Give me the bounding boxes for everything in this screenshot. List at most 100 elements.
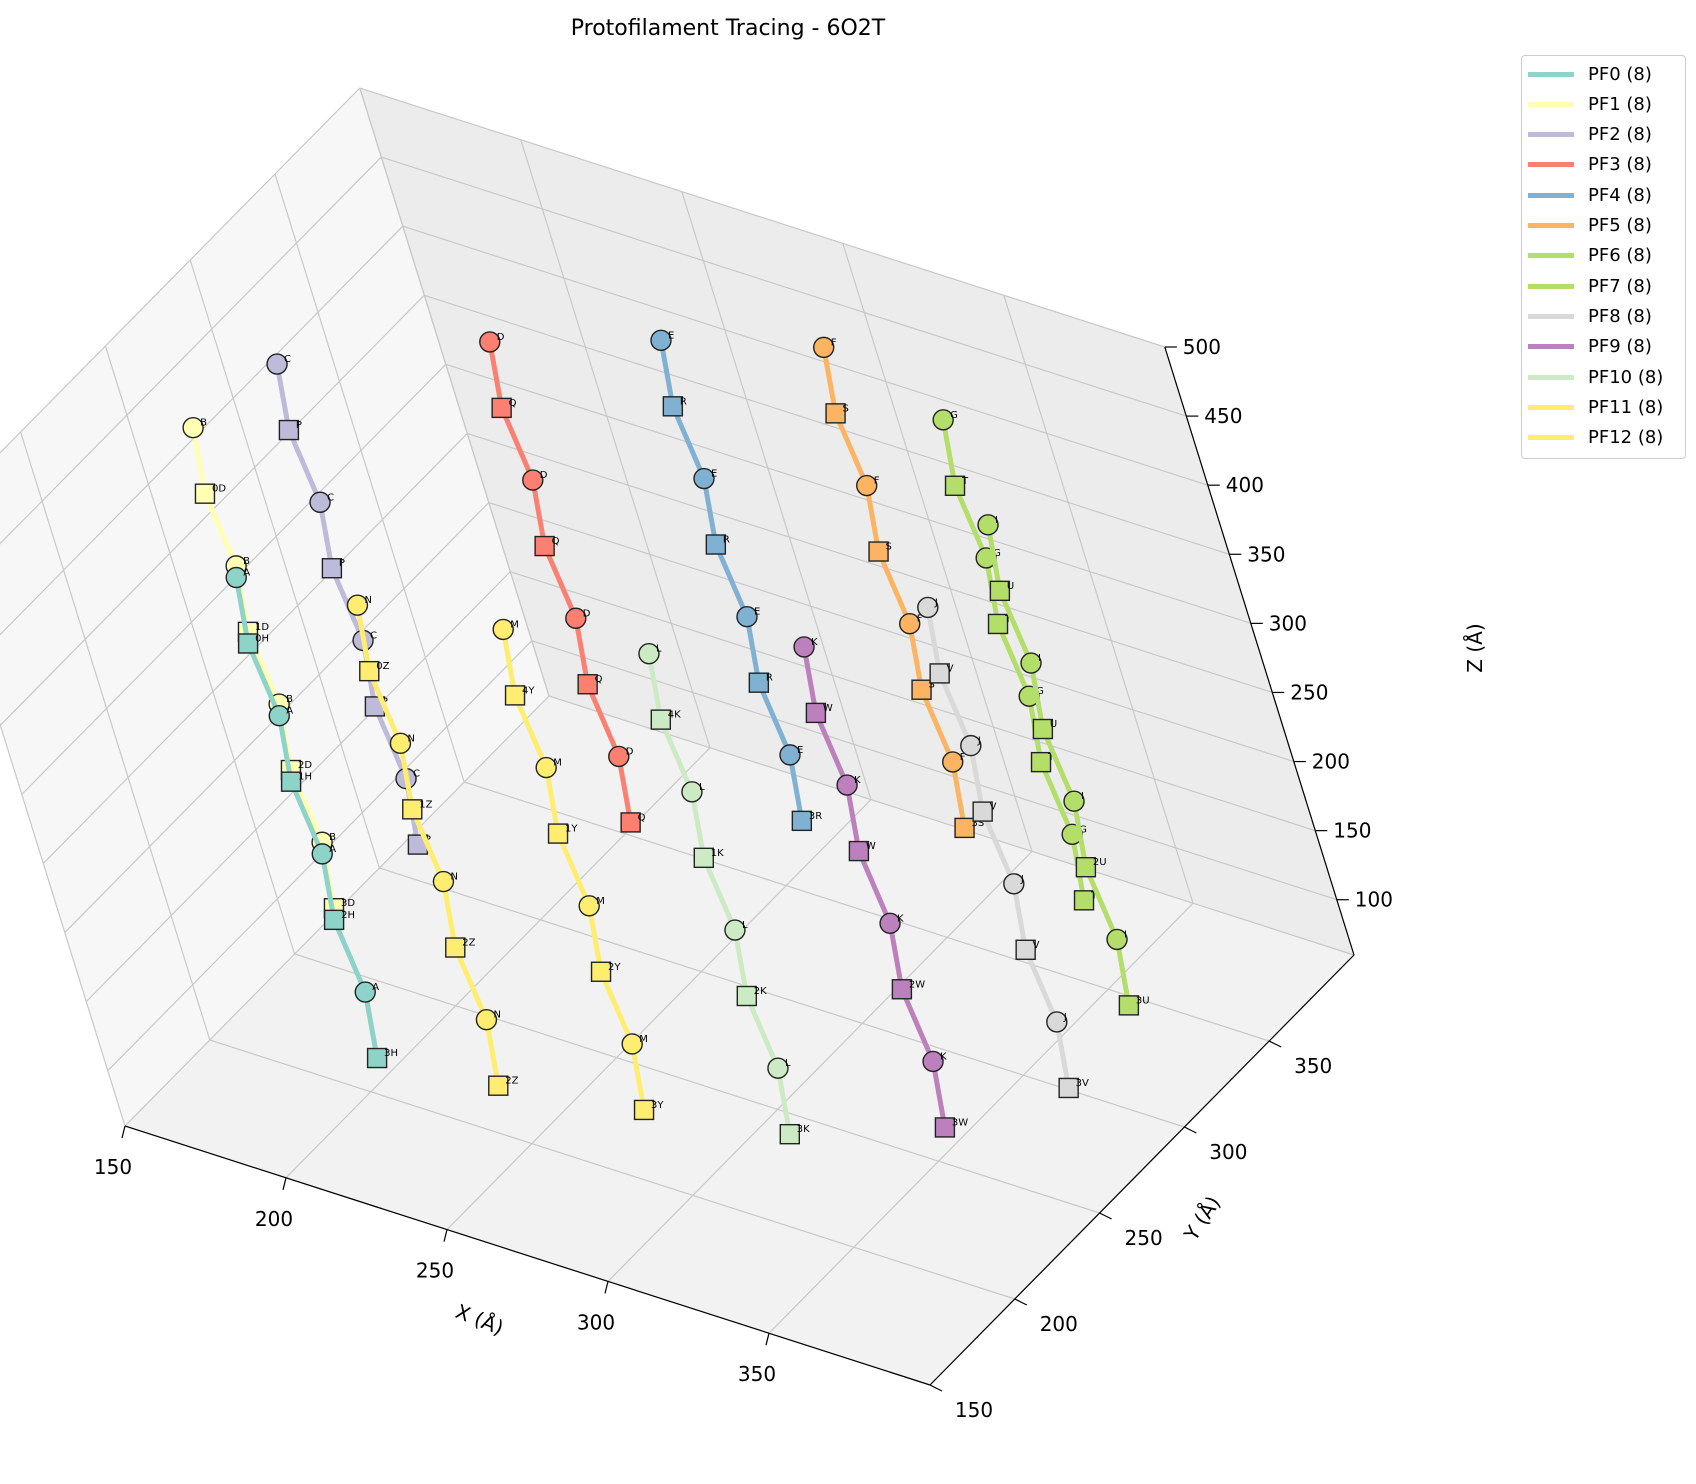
x-tick-label: 350 (738, 1362, 776, 1386)
z-tick-label: 300 (1269, 611, 1307, 635)
data-point-square (547, 823, 569, 844)
z-tick-label: 200 (1312, 750, 1350, 774)
data-point-square (650, 709, 671, 730)
series-10: 3K L 2K L 1K L 4K L (638, 642, 810, 1145)
legend-swatch (1528, 374, 1574, 380)
data-point-label: K (897, 913, 904, 924)
data-point-label: U (1050, 719, 1057, 730)
data-point-circle (1020, 652, 1042, 674)
data-point-label: A (372, 982, 379, 993)
legend-swatch (1528, 71, 1574, 77)
series-9: 3W K 2W K W K W K (793, 636, 968, 1138)
data-point-circle (693, 467, 715, 490)
legend-label: PF12 (8) (1588, 427, 1664, 449)
chart-title: Protofilament Tracing - 6O2T (571, 16, 886, 41)
data-point-label: T (1004, 614, 1012, 625)
z-tick-label: 400 (1226, 473, 1264, 497)
data-point-square (929, 663, 950, 684)
data-point-label: 2H (341, 910, 355, 921)
data-point-square (577, 674, 598, 695)
grid-line-z (107, 640, 1337, 1072)
data-point-label: 3V (1076, 1078, 1089, 1089)
legend-label: PF1 (8) (1588, 93, 1652, 115)
data-point-square (321, 558, 343, 579)
data-point-label: 1Z (419, 799, 432, 810)
data-point-label: 3Y (651, 1100, 664, 1111)
x-tick-mark (604, 1281, 609, 1294)
y-tick-mark (1099, 1212, 1112, 1220)
data-point-label: L (656, 644, 662, 655)
data-point-label: 2U (1093, 857, 1107, 868)
data-point-label: E (668, 330, 674, 341)
data-point-label: I (1038, 653, 1041, 664)
series-line (940, 419, 1087, 901)
data-point-label: 0Z (376, 661, 389, 672)
legend-label: PF8 (8) (1588, 305, 1652, 327)
grid-line-y (189, 259, 1185, 1128)
data-point-square (504, 685, 526, 706)
data-point-label: 3W (952, 1117, 968, 1128)
y-tick-mark (1268, 1040, 1282, 1048)
data-point-circle (346, 594, 369, 616)
data-point-square (736, 985, 757, 1007)
data-point-label: G (1079, 824, 1087, 835)
data-point-label: V (947, 663, 954, 674)
data-point-label: I (1081, 791, 1084, 802)
series-line (354, 604, 501, 1087)
legend-label: PF3 (8) (1588, 154, 1652, 176)
series-line (487, 341, 634, 823)
data-point-label: B (200, 418, 207, 429)
data-point-square (323, 909, 345, 931)
data-point-label: 3K (797, 1124, 810, 1135)
data-point-label: K (854, 775, 861, 786)
data-point-circle (266, 353, 288, 375)
grid-line-y (104, 345, 1100, 1214)
data-point-label: M (553, 758, 562, 769)
data-point-label: 2D (298, 760, 312, 771)
z-tick-label: 150 (1333, 819, 1371, 843)
series-line (985, 524, 1132, 1006)
legend: PF0 (8) PF1 (8) PF2 (8) PF3 (8) PF4 (8) PF5 (… (1521, 55, 1686, 459)
data-point-circle (638, 642, 660, 665)
data-point-circle (432, 870, 455, 893)
data-point-label: K (940, 1051, 947, 1062)
data-point-square (705, 534, 727, 555)
series-group: 3S F S F S F S F T G T G T G T G 3R E R E R E R E Q D Q D Q D Q D 3U I 2U I… (182, 329, 1150, 1145)
data-point-label: 2Y (608, 962, 621, 973)
data-point-square (987, 613, 1009, 635)
z-tick-label: 500 (1183, 335, 1221, 359)
z-axis-label: Z (Å) (1463, 623, 1487, 672)
data-point-circle (535, 756, 557, 779)
series-12: 2Z N 2Z N 1Z N 0Z N (346, 594, 519, 1096)
data-point-square (1030, 751, 1052, 773)
x-axis-line (124, 1125, 931, 1386)
data-point-square (868, 541, 889, 562)
data-point-square (590, 961, 612, 982)
data-point-label: E (797, 745, 803, 756)
data-point-label: 1K (711, 848, 724, 859)
grid-line-z (0, 225, 1208, 636)
grid-line-z (0, 294, 1230, 726)
legend-item: PF2 (8) (1528, 123, 1652, 147)
data-point-label: F (831, 337, 837, 348)
grid-line-z (64, 501, 1294, 933)
data-point-label: T (1090, 890, 1098, 901)
data-point-square (825, 403, 846, 424)
data-point-circle (856, 474, 878, 497)
data-point-circle (1046, 1011, 1068, 1033)
data-point-square (954, 817, 975, 839)
data-point-label: 3R (809, 811, 822, 822)
legend-item: PF3 (8) (1528, 153, 1652, 177)
y-tick-mark (1014, 1298, 1028, 1306)
data-point-label: C (413, 769, 420, 780)
series-line (233, 577, 380, 1059)
data-point-circle (899, 613, 921, 635)
data-point-square (662, 396, 684, 417)
data-point-square (280, 771, 302, 792)
data-point-label: 3H (384, 1048, 398, 1059)
x-tick-mark (765, 1333, 770, 1346)
series-line (646, 653, 793, 1135)
data-point-circle (922, 1050, 944, 1073)
data-point-label: B (286, 694, 293, 705)
data-point-circle (767, 1057, 789, 1079)
